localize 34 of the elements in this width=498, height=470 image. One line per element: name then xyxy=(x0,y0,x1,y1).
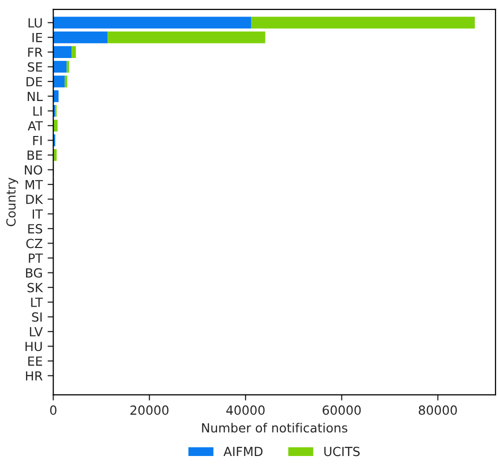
y-tick-label: EE xyxy=(28,356,42,366)
x-tick-label: 20000 xyxy=(130,405,168,415)
y-tick-label: FI xyxy=(33,136,42,146)
x-axis-title: Number of notifications xyxy=(202,422,348,433)
y-tick-label: SK xyxy=(28,282,44,292)
y-tick-label: BE xyxy=(28,150,42,160)
y-tick-label: SE xyxy=(28,62,42,72)
y-tick-label: PT xyxy=(28,254,43,263)
y-tick-label: HU xyxy=(26,342,42,352)
legend-label: AIFMD xyxy=(224,446,263,456)
legend-label: UCITS xyxy=(324,446,360,456)
y-tick-label: LI xyxy=(33,106,42,116)
y-tick-label: IT xyxy=(32,210,43,219)
y-axis-title: Country xyxy=(6,178,18,226)
y-tick-label: DK xyxy=(26,194,44,204)
x-tick-label: 0 xyxy=(50,405,56,415)
y-tick-label: CZ xyxy=(26,238,42,248)
y-tick-label: LT xyxy=(31,298,43,307)
x-tick-label: 80000 xyxy=(418,405,457,415)
y-tick-label: SI xyxy=(32,312,42,322)
y-tick-label: HR xyxy=(26,371,43,380)
y-tick-label: BG xyxy=(26,268,42,278)
y-tick-label: ES xyxy=(28,224,42,234)
y-tick-label: LV xyxy=(30,327,43,336)
y-tick-label: NO xyxy=(24,165,42,175)
y-tick-label: DE xyxy=(26,77,42,86)
y-tick-label: AT xyxy=(28,121,43,130)
x-tick-label: 60000 xyxy=(322,405,361,415)
x-tick-label: 40000 xyxy=(226,405,265,415)
y-tick-label: IE xyxy=(32,32,42,42)
y-tick-label: NL xyxy=(28,92,43,101)
y-tick-label: MT xyxy=(26,180,43,190)
y-tick-label: LU xyxy=(28,18,42,28)
y-tick-label: FR xyxy=(28,48,43,57)
